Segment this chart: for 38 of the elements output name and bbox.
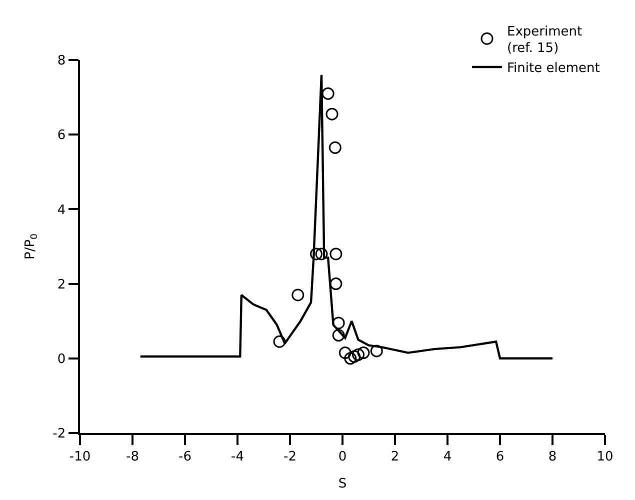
point [357, 346, 370, 360]
x-tick-label: -4 [231, 449, 244, 464]
point [330, 248, 342, 260]
point [273, 335, 286, 348]
y-tick-label: 6 [57, 128, 66, 144]
x-tick-label: -6 [178, 449, 192, 464]
x-tick-label: -8 [126, 449, 139, 464]
x-tick-label: 10 [596, 449, 614, 464]
y-tick-label: 8 [57, 54, 66, 69]
legend-label: Experiment (ref. 15) [507, 24, 582, 56]
y-tick-label: 0 [57, 352, 66, 367]
x-tick-label: 6 [496, 449, 504, 464]
point [330, 278, 342, 290]
x-tick-label: 8 [548, 449, 557, 464]
point [348, 350, 361, 363]
point [292, 288, 304, 302]
line-series [139, 74, 554, 360]
x-tick-label: -2 [284, 449, 296, 464]
y-tick-label: 4 [57, 202, 66, 218]
point [332, 316, 345, 330]
y-tick-label: -2 [52, 426, 66, 442]
x-tick-label: 2 [390, 449, 400, 464]
point [310, 248, 322, 260]
point [344, 352, 357, 365]
x-tick-label: 4 [443, 449, 452, 464]
point [352, 348, 364, 361]
x-tick-label: 0 [338, 449, 347, 464]
x-axis-title: S [338, 476, 347, 492]
point [315, 248, 328, 260]
x-tick-label: -10 [69, 449, 91, 464]
point [322, 87, 334, 100]
legend-label: Finite element [507, 61, 600, 76]
point [338, 346, 352, 360]
point [332, 329, 345, 342]
point [326, 108, 338, 120]
point [370, 344, 383, 358]
y-tick-label: 2 [57, 277, 66, 292]
point [328, 141, 342, 154]
